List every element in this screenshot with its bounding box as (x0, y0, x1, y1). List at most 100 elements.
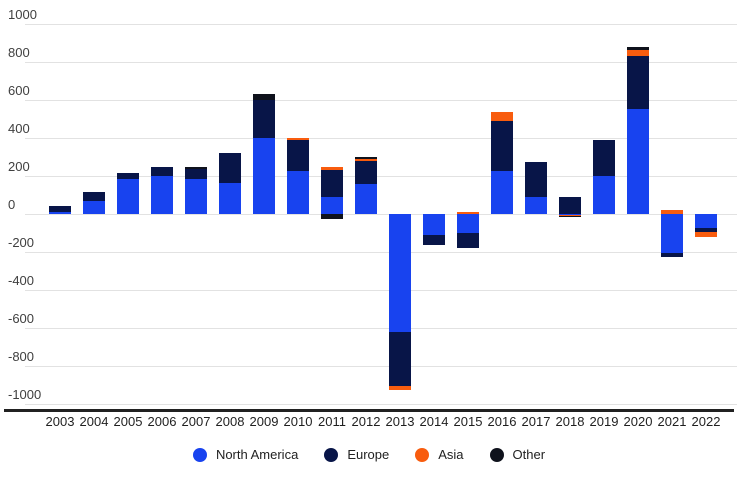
legend-label: Other (512, 447, 546, 462)
bar-2003-europe[interactable] (49, 206, 71, 213)
gridline-y-200 (25, 176, 737, 177)
x-axis-label-2009: 2009 (249, 414, 279, 429)
bar-2009-north-america[interactable] (253, 138, 275, 214)
bar-2018-asia[interactable] (559, 214, 581, 216)
bar-2006-north-america[interactable] (151, 176, 173, 214)
gridline-y-800 (25, 62, 737, 63)
x-axis-label-2010: 2010 (283, 414, 313, 429)
bar-2019-europe[interactable] (593, 139, 615, 176)
bar-2021-north-america[interactable] (661, 214, 683, 253)
bar-2017-europe[interactable] (525, 161, 547, 197)
gridline-y-600 (25, 100, 737, 101)
bar-2018-north-america[interactable] (559, 214, 581, 215)
bar-2018-other[interactable] (559, 215, 581, 217)
bar-2015-europe[interactable] (457, 233, 479, 249)
legend-label: Europe (347, 447, 390, 462)
bar-2007-europe[interactable] (185, 169, 207, 179)
x-axis-label-2022: 2022 (691, 414, 721, 429)
bar-2015-asia[interactable] (457, 212, 479, 214)
bar-2019-north-america[interactable] (593, 176, 615, 214)
x-axis-label-2012: 2012 (351, 414, 381, 429)
legend-swatch-icon (415, 447, 430, 462)
y-axis-label-800: 800 (8, 45, 30, 60)
bar-2020-north-america[interactable] (627, 108, 649, 214)
bar-2022-europe[interactable] (695, 228, 717, 233)
bar-2011-other[interactable] (321, 214, 343, 219)
bar-2016-asia[interactable] (491, 112, 513, 121)
legend-item-europe: Europe (324, 447, 389, 462)
bar-2010-asia[interactable] (287, 138, 309, 140)
bar-2003-north-america[interactable] (49, 212, 71, 214)
bar-2011-asia[interactable] (321, 166, 343, 171)
bar-2012-europe[interactable] (355, 160, 377, 184)
x-axis-label-2003: 2003 (45, 414, 75, 429)
y-axis-label-200: 200 (8, 159, 30, 174)
x-axis-label-2019: 2019 (589, 414, 619, 429)
x-axis-label-2011: 2011 (318, 414, 346, 429)
gridline-y-400 (25, 138, 737, 139)
bar-2022-asia[interactable] (695, 232, 717, 237)
bar-2022-north-america[interactable] (695, 214, 717, 229)
x-axis-label-2021: 2021 (657, 414, 687, 429)
bar-2010-europe[interactable] (287, 139, 309, 172)
bar-2008-europe[interactable] (219, 153, 241, 183)
plot-area: 1000 800 600 400 200 0 -200 -400 -600 -800 -1000 20… (4, 7, 737, 429)
bar-2007-north-america[interactable] (185, 178, 207, 214)
bar-2012-other[interactable] (355, 157, 377, 159)
bar-2015-north-america[interactable] (457, 214, 479, 233)
bar-2009-europe[interactable] (253, 100, 275, 138)
legend-item-asia: Asia (415, 447, 464, 462)
y-axis-label--800: -800 (8, 349, 35, 364)
x-axis-label-2013: 2013 (385, 414, 415, 429)
bar-2020-asia[interactable] (627, 49, 649, 57)
bar-2020-europe[interactable] (627, 56, 649, 109)
x-axis-label-2018: 2018 (555, 414, 585, 429)
bar-2013-europe[interactable] (389, 331, 411, 386)
y-axis-label-400: 400 (8, 121, 30, 136)
bar-2021-europe[interactable] (661, 252, 683, 257)
legend-label: North America (215, 447, 299, 462)
bar-2012-north-america[interactable] (355, 183, 377, 214)
bar-2016-europe[interactable] (491, 120, 513, 172)
bar-2004-europe[interactable] (83, 192, 105, 201)
bar-2008-north-america[interactable] (219, 182, 241, 215)
x-axis-label-2020: 2020 (623, 414, 653, 429)
y-axis-label-1000: 1000 (8, 7, 37, 22)
gridline-y--200 (25, 252, 737, 253)
bar-2010-north-america[interactable] (287, 171, 309, 215)
x-axis-label-2014: 2014 (419, 414, 449, 429)
bar-2013-north-america[interactable] (389, 214, 411, 332)
bar-2013-asia[interactable] (389, 385, 411, 390)
x-axis-label-2005: 2005 (113, 414, 143, 429)
bar-2006-europe[interactable] (151, 166, 173, 176)
x-axis-line (4, 409, 734, 412)
y-axis-label--400: -400 (8, 273, 35, 288)
bar-2016-north-america[interactable] (491, 171, 513, 215)
bar-2005-europe[interactable] (117, 173, 139, 179)
gridline-y-0 (25, 214, 737, 215)
legend-item-north-america: North America (192, 447, 299, 462)
bar-2014-north-america[interactable] (423, 214, 445, 235)
bar-2012-asia[interactable] (355, 158, 377, 161)
bar-2014-europe[interactable] (423, 234, 445, 246)
bar-2018-europe[interactable] (559, 196, 581, 214)
legend-swatch-icon (192, 447, 207, 462)
bar-2009-other[interactable] (253, 94, 275, 100)
bar-2011-north-america[interactable] (321, 196, 343, 214)
bar-2020-other[interactable] (627, 46, 649, 50)
x-axis-label-2007: 2007 (181, 414, 211, 429)
bar-2004-north-america[interactable] (83, 200, 105, 214)
y-axis-label-0: 0 (8, 197, 16, 212)
bar-2021-asia[interactable] (661, 210, 683, 214)
bar-2005-north-america[interactable] (117, 178, 139, 214)
bar-2007-other[interactable] (185, 166, 207, 170)
bar-2017-north-america[interactable] (525, 196, 547, 214)
x-axis-label-2016: 2016 (487, 414, 517, 429)
chart-legend: North America Europe Asia Other (0, 447, 738, 462)
gridline-y--600 (25, 328, 737, 329)
gridline-y-1000 (25, 24, 737, 25)
y-axis-label-600: 600 (8, 83, 30, 98)
legend-swatch-icon (489, 447, 504, 462)
bar-2011-europe[interactable] (321, 170, 343, 197)
